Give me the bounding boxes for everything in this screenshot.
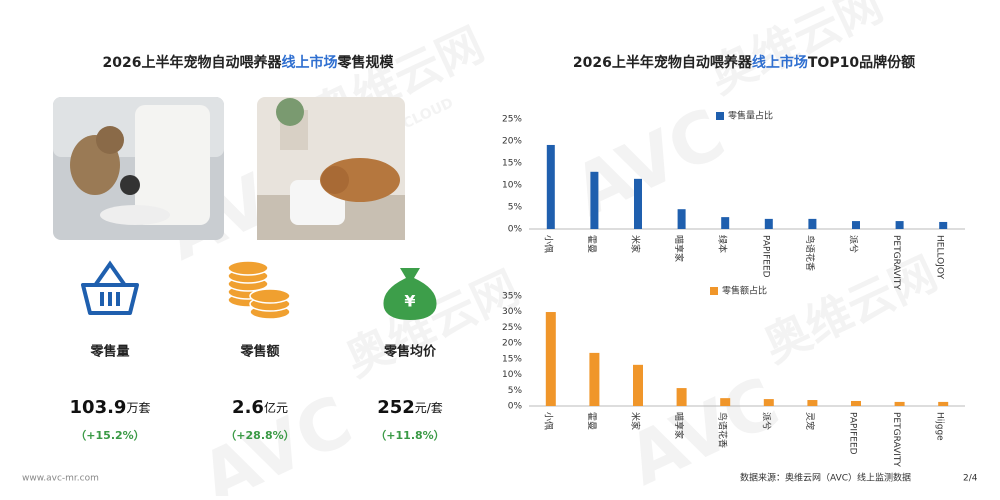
stat-label: 零售额 xyxy=(239,344,279,360)
bar xyxy=(895,221,904,229)
stat-growth: （+11.8%） xyxy=(375,429,444,442)
x-tick-label: 米家 xyxy=(630,235,642,253)
y-tick-label: 15% xyxy=(502,354,522,364)
y-tick-label: 0% xyxy=(508,225,523,235)
bar xyxy=(634,178,642,229)
stat-label: 零售均价 xyxy=(383,344,437,360)
stat-growth: （+15.2%） xyxy=(75,429,144,442)
bar xyxy=(938,401,949,406)
stat-value: 103.9万套 xyxy=(70,397,151,418)
title-part: 2026上半年宠物自动喂养器 xyxy=(103,54,283,71)
bar xyxy=(764,218,773,229)
stat-growth: （+28.8%） xyxy=(225,429,294,442)
title-part: TOP10品牌份额 xyxy=(808,54,915,71)
y-tick-label: 5% xyxy=(508,203,523,213)
stat-number: 2.6 xyxy=(232,397,264,418)
watermark-name: 奥维云网 xyxy=(701,0,891,104)
y-tick-label: 5% xyxy=(508,386,523,396)
x-tick-label: 灵宠 xyxy=(804,412,816,430)
bar xyxy=(590,171,599,229)
bar xyxy=(763,399,774,406)
watermark-name: 奥维云网 xyxy=(337,260,527,387)
stat-label: 零售量 xyxy=(89,344,129,360)
watermark-name: 奥维云网 xyxy=(755,246,945,373)
x-tick-label: Hijgge xyxy=(935,412,945,441)
bar xyxy=(721,217,730,229)
right-title: 2026上半年宠物自动喂养器线上市场TOP10品牌份额 xyxy=(573,54,915,71)
legend-label: 零售额占比 xyxy=(722,285,767,297)
x-tick-label: PAPIFEED xyxy=(848,412,858,455)
y-tick-label: 10% xyxy=(502,181,522,191)
bar xyxy=(808,218,817,229)
x-tick-label: 喵享家 xyxy=(673,235,685,262)
x-tick-label: 喵享家 xyxy=(673,412,685,439)
bar xyxy=(633,364,643,406)
footer-site: www.avc-mr.com xyxy=(22,474,99,484)
y-tick-label: 15% xyxy=(502,159,522,169)
x-tick-label: 霍曼 xyxy=(586,235,597,253)
watermark-logo: AVC xyxy=(562,92,737,232)
y-tick-label: 20% xyxy=(502,339,522,349)
stat-number: 103.9 xyxy=(70,397,127,418)
stat-unit: 元/套 xyxy=(415,401,443,415)
stat-value: 252元/套 xyxy=(377,397,443,418)
legend-label: 零售量占比 xyxy=(728,110,773,122)
x-tick-label: 派兮 xyxy=(760,412,772,430)
bar xyxy=(546,144,555,229)
title-part: 2026上半年宠物自动喂养器 xyxy=(573,54,753,71)
bar xyxy=(545,312,556,406)
y-tick-label: 20% xyxy=(502,137,522,147)
bar xyxy=(939,221,948,229)
money-bag-icon: ¥ xyxy=(383,268,437,320)
title-part: 零售规模 xyxy=(336,54,394,71)
footer-source: 数据来源：奥维云网（AVC）线上监测数据 xyxy=(740,472,911,484)
y-tick-label: 10% xyxy=(502,370,522,380)
title-highlight: 线上市场 xyxy=(281,54,337,71)
title-highlight: 线上市场 xyxy=(752,54,808,71)
stat-unit: 万套 xyxy=(126,401,150,415)
product-photo xyxy=(53,97,224,240)
x-tick-label: 鸟语花香 xyxy=(804,235,816,271)
basket-icon xyxy=(81,260,139,315)
x-tick-label: 派兮 xyxy=(848,235,860,253)
coins-icon xyxy=(227,260,291,320)
x-tick-label: 鸟语花香 xyxy=(717,412,729,448)
product-photo xyxy=(257,97,405,240)
y-tick-label: 30% xyxy=(502,307,522,317)
bar xyxy=(676,388,687,406)
x-tick-label: PETGRAVITY xyxy=(891,412,901,467)
bar xyxy=(894,401,905,406)
bar xyxy=(589,352,600,406)
bar xyxy=(852,221,860,229)
x-tick-label: HELLOJOY xyxy=(935,235,945,279)
bar xyxy=(677,209,686,229)
legend-swatch xyxy=(710,287,718,295)
x-tick-label: 绿本 xyxy=(717,235,729,253)
x-tick-label: 米家 xyxy=(630,412,642,430)
legend-swatch xyxy=(716,112,724,120)
x-tick-label: 霍曼 xyxy=(586,412,597,430)
stat-number: 252 xyxy=(377,397,415,418)
bar xyxy=(851,400,861,406)
x-tick-label: 小佩 xyxy=(542,412,554,430)
page-number: 2/4 xyxy=(963,474,978,484)
stat-value: 2.6亿元 xyxy=(232,397,288,418)
x-tick-label: PETGRAVITY xyxy=(891,235,901,290)
x-tick-label: PAPIFEED xyxy=(760,235,770,278)
x-tick-label: 小佩 xyxy=(542,235,554,253)
y-tick-label: 25% xyxy=(502,323,522,333)
stat-unit: 亿元 xyxy=(264,400,288,415)
y-tick-label: 35% xyxy=(502,292,522,302)
y-tick-label: 25% xyxy=(502,115,522,125)
bar xyxy=(720,398,731,406)
y-tick-label: 0% xyxy=(508,402,523,412)
bar xyxy=(807,400,818,406)
left-title: 2026上半年宠物自动喂养器线上市场零售规模 xyxy=(103,54,395,71)
svg-text:¥: ¥ xyxy=(404,292,415,311)
